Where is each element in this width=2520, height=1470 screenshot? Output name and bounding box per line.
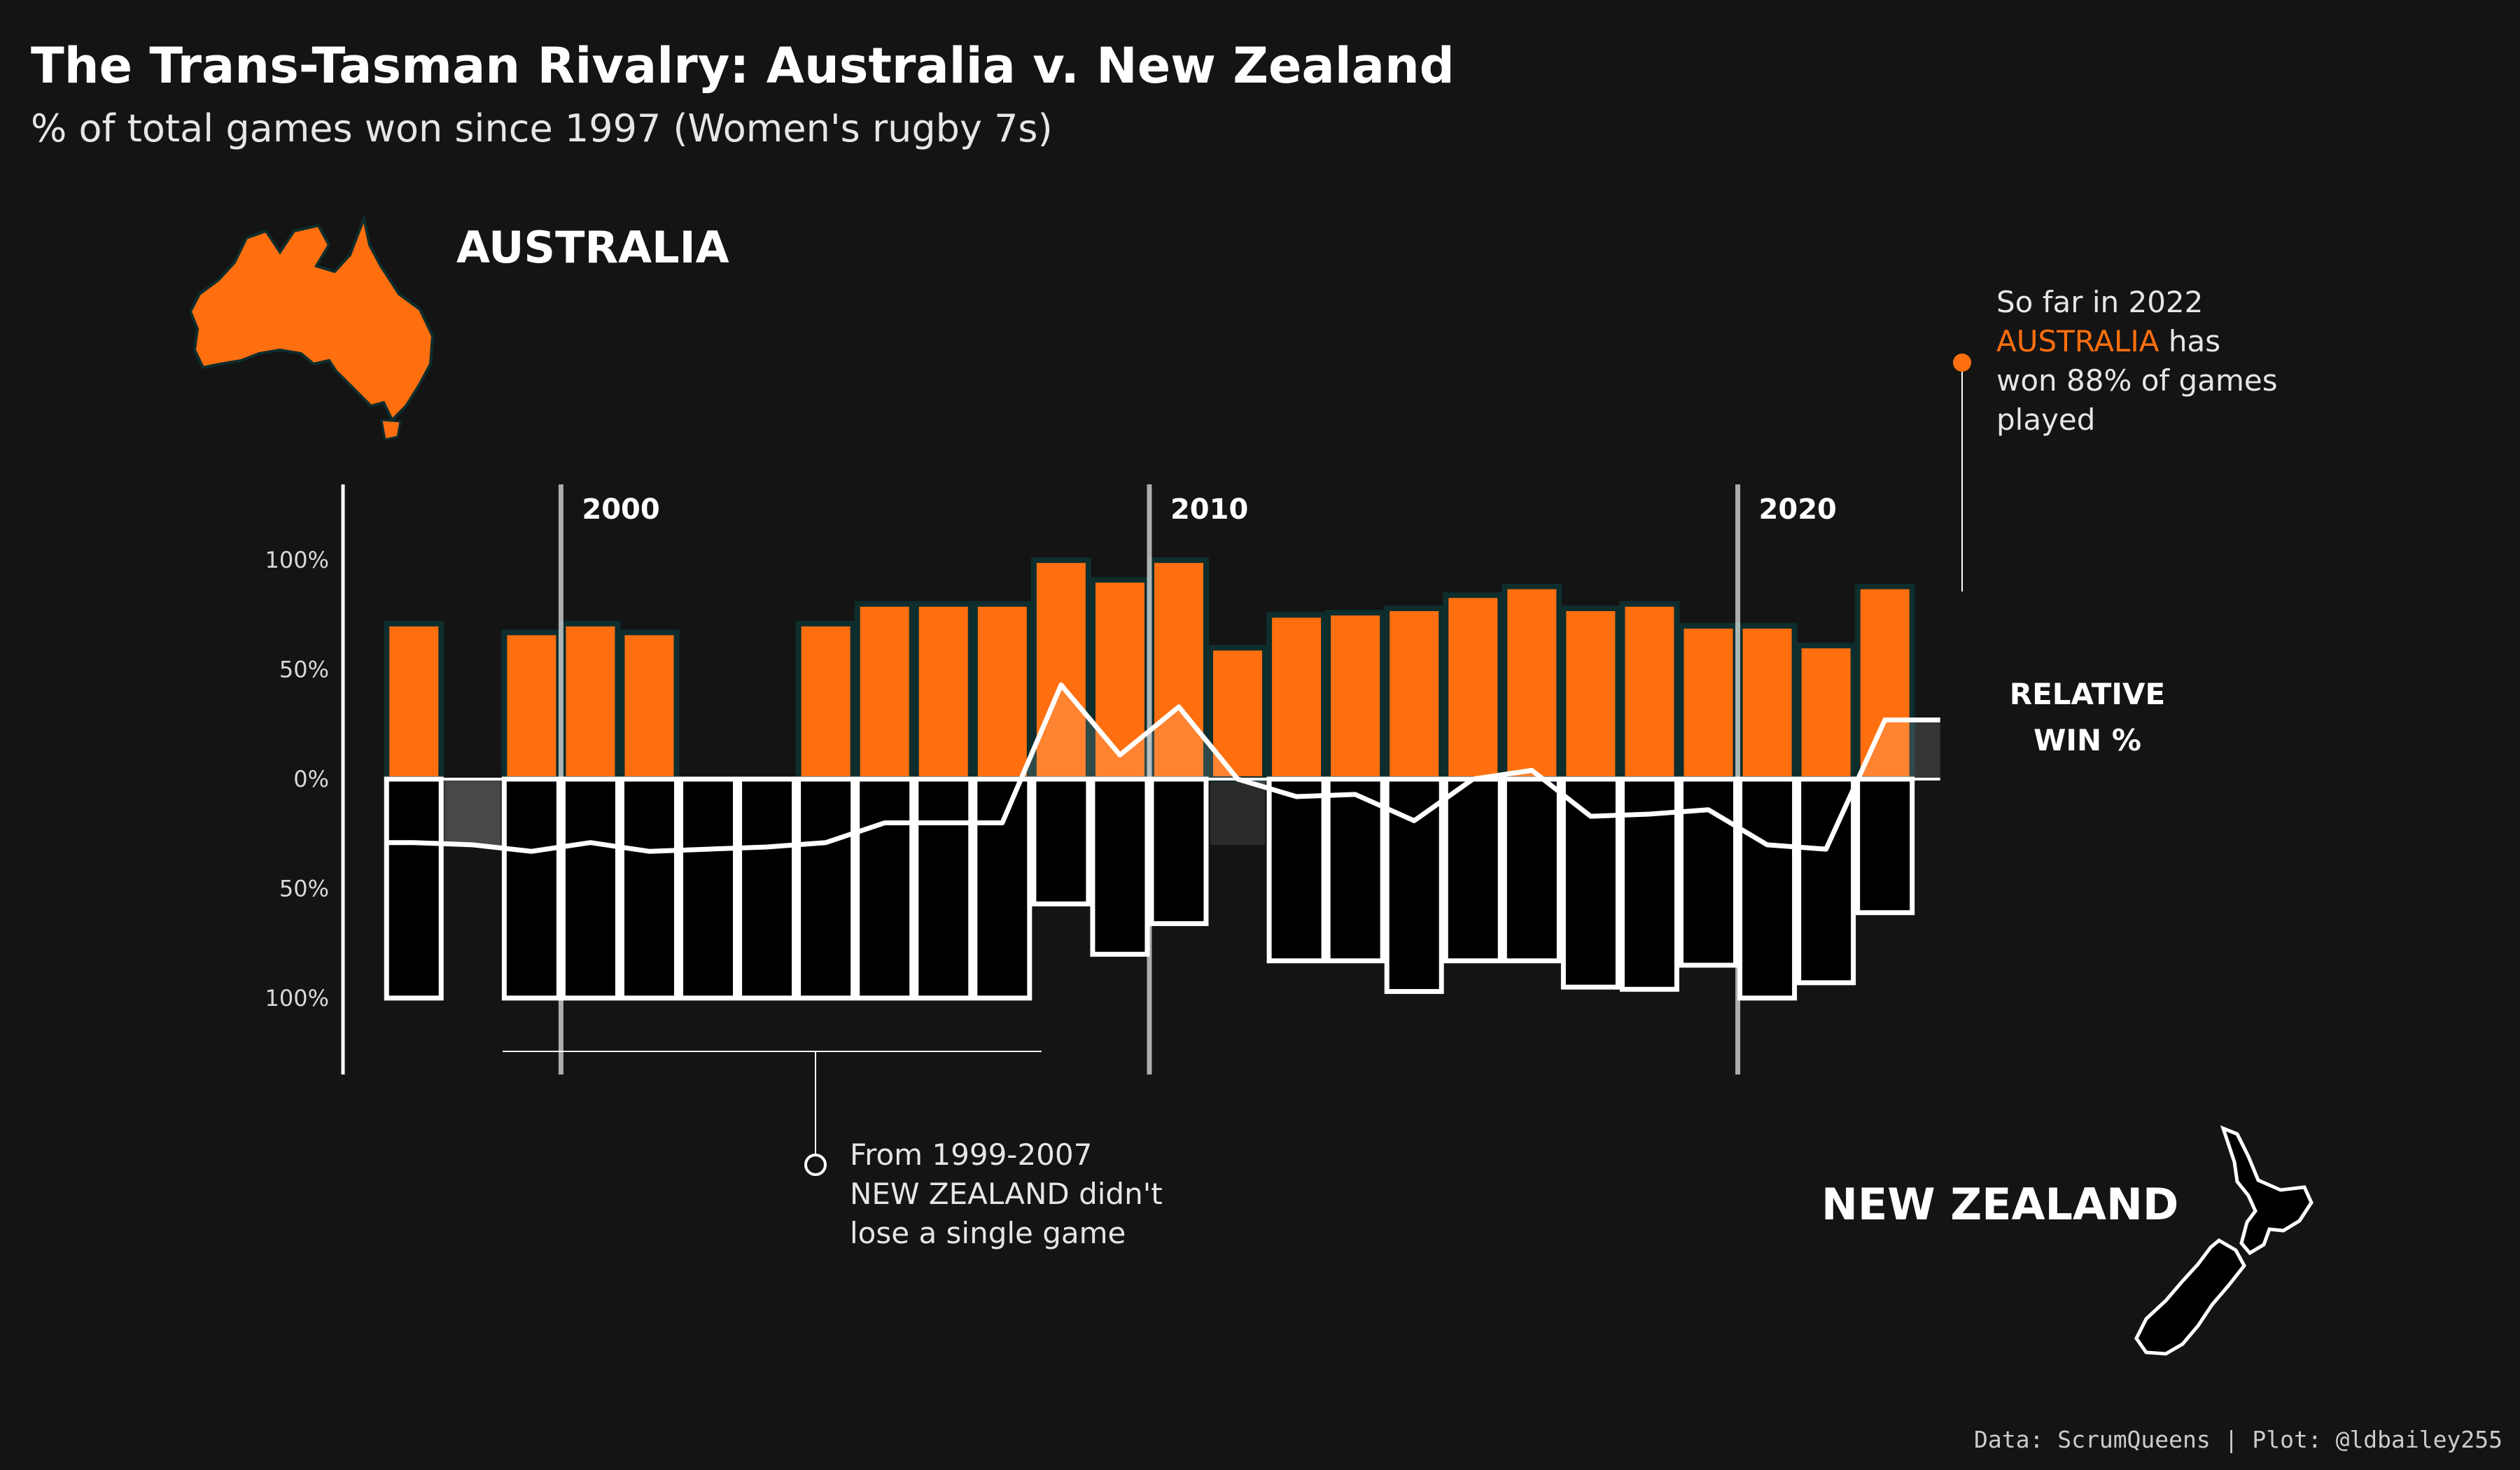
annotation-nz-streak: From 1999-2007 NEW ZEALAND didn't lose a… <box>503 1051 1163 1250</box>
bar-australia-2021 <box>1795 643 1856 783</box>
bar-new-zealand-2017 <box>1560 776 1620 990</box>
bar-new-zealand-2019 <box>1679 776 1739 968</box>
relative-label-line1: RELATIVE <box>2010 677 2166 711</box>
bar-australia-2005 <box>854 601 915 783</box>
bar-australia-2014 <box>1384 606 1445 782</box>
annotation-aus-line2: AUSTRALIA has <box>1996 324 2220 358</box>
bar-australia-2009 <box>1089 577 1150 782</box>
annotation-aus-line3: won 88% of games <box>1996 363 2278 398</box>
annotation-nz-line1: From 1999-2007 <box>850 1138 1092 1172</box>
bar-australia-2007 <box>972 601 1032 783</box>
bar-new-zealand-2020 <box>1737 776 1798 1001</box>
decade-label-2020: 2020 <box>1759 493 1837 526</box>
bar-australia-2019 <box>1678 623 1739 782</box>
annotation-nz-line3: lose a single game <box>850 1216 1126 1250</box>
annotation-circle-nz <box>804 1154 827 1176</box>
annotation-dot-aus <box>1953 354 1971 372</box>
bar-new-zealand-2004 <box>796 776 856 1001</box>
bar-australia-2018 <box>1619 601 1680 783</box>
australia-label: AUSTRALIA <box>456 222 729 273</box>
y-tick-label-1: 50% <box>279 657 329 683</box>
annotation-aus-line4: played <box>1996 402 2095 437</box>
annotation-aus-highlight: AUSTRALIA <box>1996 324 2160 358</box>
bar-new-zealand-2012 <box>1266 776 1326 964</box>
bar-new-zealand-2016 <box>1502 776 1562 964</box>
bar-australia-2004 <box>795 620 856 782</box>
new-zealand-bars <box>384 776 1915 1001</box>
bar-australia-2016 <box>1502 583 1562 783</box>
bar-new-zealand-1999 <box>501 776 561 1001</box>
bar-australia-2001 <box>619 629 680 783</box>
new-zealand-map-icon <box>2134 1125 2314 1356</box>
bar-new-zealand-2003 <box>737 776 797 1001</box>
decade-labels: 2000 2010 2020 <box>582 493 1836 526</box>
y-tick-label-0: 100% <box>265 547 329 573</box>
bar-new-zealand-2008 <box>1031 776 1091 906</box>
annotation-australia-2022: So far in 2022 AUSTRALIA has won 88% of … <box>1953 285 2278 592</box>
decade-label-2010: 2010 <box>1170 493 1248 526</box>
bar-new-zealand-2009 <box>1090 776 1150 957</box>
bar-australia-2006 <box>913 601 974 783</box>
bar-australia-2000 <box>560 620 621 782</box>
bar-new-zealand-2007 <box>972 776 1032 1001</box>
annotation-aus-line2-rest: has <box>2160 324 2221 358</box>
bar-new-zealand-2015 <box>1443 776 1503 964</box>
bar-new-zealand-1997 <box>384 776 444 1001</box>
australia-map-icon <box>188 213 435 441</box>
bar-new-zealand-2001 <box>619 776 679 1001</box>
bar-australia-2013 <box>1325 610 1386 782</box>
bar-new-zealand-2000 <box>560 776 620 1001</box>
bar-australia-1999 <box>501 629 562 783</box>
bar-new-zealand-2022 <box>1855 776 1915 916</box>
annotation-nz-line2: NEW ZEALAND didn't <box>850 1177 1163 1211</box>
y-tick-labels: 100% 50% 0% 50% 100% <box>265 547 329 1011</box>
bar-australia-1997 <box>384 620 444 782</box>
bar-australia-2020 <box>1737 623 1798 782</box>
y-tick-label-2: 0% <box>293 766 329 792</box>
bar-new-zealand-2002 <box>678 776 738 1001</box>
australia-bars <box>384 557 1915 783</box>
bar-new-zealand-2006 <box>913 776 974 1001</box>
shade-band-2011 <box>1210 779 1266 845</box>
plot-area: 100% 50% 0% 50% 100% 2000 2010 2020 <box>265 484 1940 1074</box>
bar-new-zealand-2005 <box>855 776 915 1001</box>
relative-win-line <box>386 682 1940 854</box>
shade-band-1998 <box>445 779 500 845</box>
y-tick-label-3: 50% <box>279 875 329 902</box>
bar-australia-2017 <box>1560 606 1621 782</box>
bar-australia-2012 <box>1266 612 1327 783</box>
annotation-aus-line1: So far in 2022 <box>1996 285 2203 319</box>
new-zealand-label: NEW ZEALAND <box>1821 1179 2178 1230</box>
caption: Data: ScrumQueens | Plot: @ldbailey255 <box>1974 1426 2502 1453</box>
bar-new-zealand-2010 <box>1149 776 1209 926</box>
chart-title: The Trans-Tasman Rivalry: Australia v. N… <box>31 37 1455 94</box>
decade-label-2000: 2000 <box>582 493 659 526</box>
bar-australia-2015 <box>1443 592 1504 782</box>
bar-australia-2008 <box>1030 557 1091 782</box>
relative-label-line2: WIN % <box>2033 723 2141 757</box>
bar-new-zealand-2021 <box>1796 776 1856 986</box>
bar-new-zealand-2013 <box>1325 776 1385 964</box>
y-tick-label-4: 100% <box>265 985 329 1011</box>
chart-subtitle: % of total games won since 1997 (Women's… <box>31 106 1053 150</box>
